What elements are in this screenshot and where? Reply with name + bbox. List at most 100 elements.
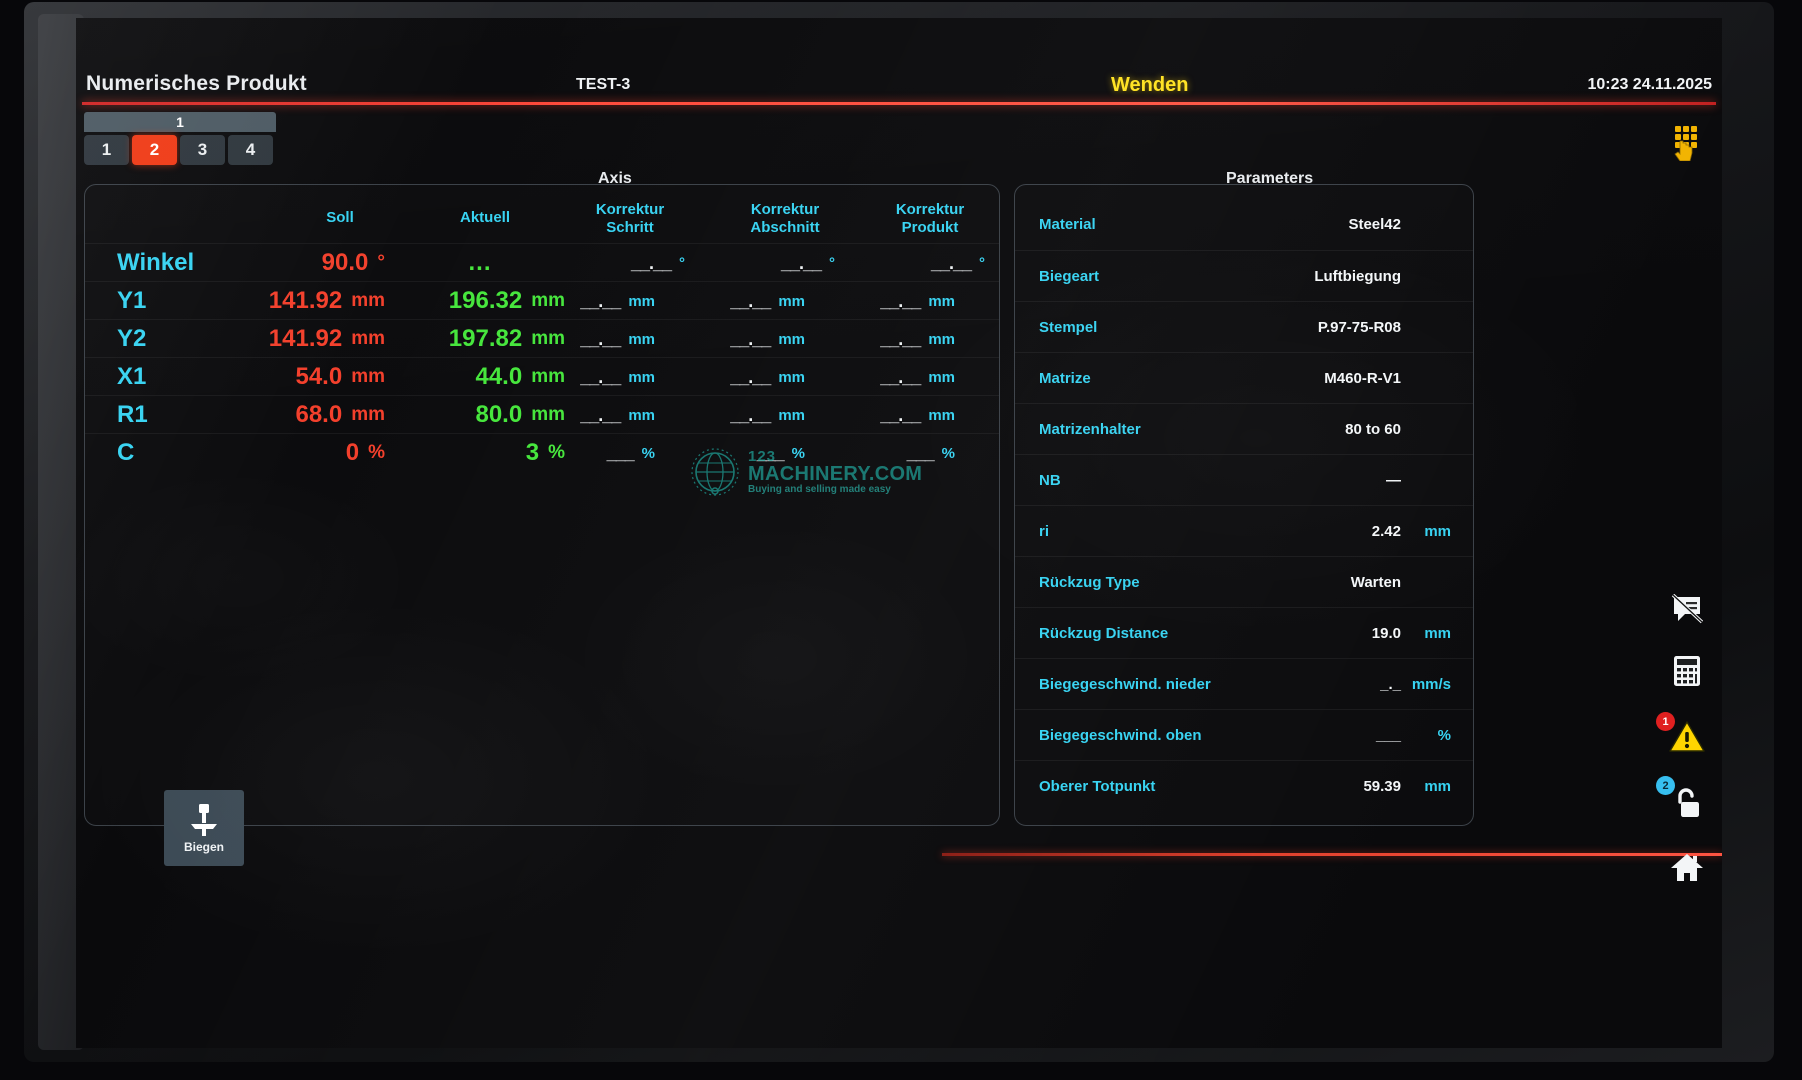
home-icon[interactable] bbox=[1666, 846, 1708, 888]
axis-panel-caption: Axis bbox=[598, 170, 632, 187]
korrektur-schritt-unit-winkel: ° bbox=[679, 254, 685, 272]
param-row-stempel[interactable]: Stempel P.97-75-R08 bbox=[1015, 301, 1473, 352]
param-row-biegegeschwind-oben[interactable]: Biegegeschwind. oben ___ % bbox=[1015, 709, 1473, 760]
press-brake-icon bbox=[191, 803, 217, 836]
korrektur-produkt-y1[interactable]: __.__ bbox=[880, 290, 921, 311]
korrektur-produkt-winkel[interactable]: __.__ bbox=[930, 252, 972, 273]
param-label-matrizenhalter: Matrizenhalter bbox=[1039, 420, 1141, 438]
korrektur-schritt-unit-y2: mm bbox=[628, 330, 655, 348]
korrektur-produkt-y2[interactable]: __.__ bbox=[880, 328, 921, 349]
step-tab-1[interactable]: 1 bbox=[84, 135, 129, 165]
axis-label-winkel: Winkel bbox=[117, 249, 195, 276]
param-row-material[interactable]: Material Steel42 bbox=[1015, 199, 1473, 250]
axis-table-panel: Soll Aktuell Korrektur Schritt Korrektur… bbox=[84, 184, 1000, 826]
korrektur-produkt-x1[interactable]: __.__ bbox=[880, 366, 921, 387]
korrektur-abschnitt-y1[interactable]: __.__ bbox=[730, 290, 771, 311]
param-label-oberer-totpunkt: Oberer Totpunkt bbox=[1039, 777, 1156, 795]
param-value-biegegeschwind-nieder: _._ bbox=[1380, 675, 1401, 693]
korrektur-schritt-y2[interactable]: __.__ bbox=[580, 328, 621, 349]
korrektur-schritt-y1[interactable]: __.__ bbox=[580, 290, 621, 311]
lock-badge-count: 2 bbox=[1656, 776, 1675, 795]
calculator-icon[interactable] bbox=[1666, 650, 1708, 692]
param-unit-ri: mm bbox=[1424, 522, 1451, 540]
korrektur-abschnitt-winkel[interactable]: __.__ bbox=[780, 252, 822, 273]
axis-row-y1[interactable]: Y1 141.92 mm 196.32 mm __.__ mm __.__ mm bbox=[85, 281, 999, 319]
korrektur-produkt-c[interactable]: ___ bbox=[906, 442, 935, 463]
aktuell-unit-y2: mm bbox=[531, 328, 565, 349]
axis-row-x1[interactable]: X1 54.0 mm 44.0 mm __.__ mm __.__ mm bbox=[85, 357, 999, 395]
step-tab-3[interactable]: 3 bbox=[180, 135, 225, 165]
warning-icon[interactable]: 1 bbox=[1656, 712, 1708, 758]
param-label-material: Material bbox=[1039, 216, 1096, 233]
korrektur-produkt-unit-y1: mm bbox=[928, 292, 955, 310]
param-row-matrizenhalter[interactable]: Matrizenhalter 80 to 60 bbox=[1015, 403, 1473, 454]
step-tab-4[interactable]: 4 bbox=[228, 135, 273, 165]
aktuell-unit-y1: mm bbox=[531, 290, 565, 311]
aktuell-value-c: 3 bbox=[525, 439, 540, 466]
page-title: Numerisches Produkt bbox=[86, 72, 307, 95]
step-tab-2[interactable]: 2 bbox=[132, 135, 177, 165]
korrektur-abschnitt-r1[interactable]: __.__ bbox=[730, 404, 771, 425]
step-tab-row: 1 2 3 4 bbox=[84, 135, 276, 165]
unlock-icon[interactable]: 2 bbox=[1656, 776, 1708, 824]
param-row-nb[interactable]: NB — bbox=[1015, 454, 1473, 505]
axis-label-y2: Y2 bbox=[117, 325, 147, 352]
param-value-material: Steel42 bbox=[1348, 216, 1401, 233]
korrektur-schritt-unit-r1: mm bbox=[628, 406, 655, 424]
korrektur-abschnitt-c[interactable]: ___ bbox=[756, 442, 785, 463]
column-header-aktuell: Aktuell bbox=[459, 209, 510, 226]
param-row-ruckzug-type[interactable]: Rückzug Type Warten bbox=[1015, 556, 1473, 607]
param-value-biegegeschwind-oben: ___ bbox=[1375, 726, 1401, 744]
axis-row-y2[interactable]: Y2 141.92 mm 197.82 mm __.__ mm __.__ mm bbox=[85, 319, 999, 357]
column-header-korrektur-schritt: Korrektur Schritt bbox=[595, 201, 665, 237]
korrektur-produkt-unit-c: % bbox=[941, 444, 955, 462]
title-bar: Numerisches Produkt TEST-3 Wenden 10:23 … bbox=[76, 72, 1722, 106]
param-row-biegegeschwind-nieder[interactable]: Biegegeschwind. nieder _._ mm/s bbox=[1015, 658, 1473, 709]
bend-button-label: Biegen bbox=[183, 839, 224, 854]
korrektur-abschnitt-x1[interactable]: __.__ bbox=[730, 366, 771, 387]
korrektur-abschnitt-unit-y2: mm bbox=[778, 330, 805, 348]
hmi-screen: Numerisches Produkt TEST-3 Wenden 10:23 … bbox=[76, 18, 1722, 1048]
axis-row-c[interactable]: C 0 % 3 % ___ % ___ % ___ bbox=[85, 433, 999, 471]
soll-value-y1: 141.92 bbox=[268, 287, 343, 314]
warning-badge-count: 1 bbox=[1656, 712, 1675, 731]
param-label-ruckzug-distance: Rückzug Distance bbox=[1039, 624, 1169, 642]
param-unit-biegegeschwind-nieder: mm/s bbox=[1411, 675, 1451, 693]
korrektur-schritt-r1[interactable]: __.__ bbox=[580, 404, 621, 425]
machine-mode-label: Wenden bbox=[1111, 74, 1189, 96]
aktuell-value-r1: 80.0 bbox=[475, 401, 523, 428]
aktuell-unit-x1: mm bbox=[531, 366, 565, 387]
axis-label-r1: R1 bbox=[117, 401, 148, 428]
korrektur-produkt-r1[interactable]: __.__ bbox=[880, 404, 921, 425]
axis-row-r1[interactable]: R1 68.0 mm 80.0 mm __.__ mm __.__ mm bbox=[85, 395, 999, 433]
note-disabled-icon[interactable] bbox=[1666, 588, 1708, 630]
param-row-ruckzug-distance[interactable]: Rückzug Distance 19.0 mm bbox=[1015, 607, 1473, 658]
param-value-matrize: M460-R-V1 bbox=[1324, 369, 1401, 387]
param-unit-oberer-totpunkt: mm bbox=[1424, 777, 1451, 795]
korrektur-schritt-x1[interactable]: __.__ bbox=[580, 366, 621, 387]
param-value-oberer-totpunkt: 59.39 bbox=[1363, 777, 1401, 795]
korrektur-schritt-c[interactable]: ___ bbox=[606, 442, 635, 463]
soll-unit-y1: mm bbox=[351, 290, 385, 311]
param-row-oberer-totpunkt[interactable]: Oberer Totpunkt 59.39 mm bbox=[1015, 760, 1473, 811]
axis-label-x1: X1 bbox=[117, 363, 147, 390]
column-header-korrektur-abschnitt: Korrektur Abschnitt bbox=[750, 201, 820, 237]
param-value-ruckzug-distance: 19.0 bbox=[1371, 624, 1401, 642]
axis-row-winkel[interactable]: Winkel 90.0 ° ... __.__ ° __.__ ° __.__ bbox=[85, 243, 999, 281]
keypad-hand-icon[interactable] bbox=[1666, 122, 1708, 164]
korrektur-abschnitt-y2[interactable]: __.__ bbox=[730, 328, 771, 349]
param-row-ri[interactable]: ri 2.42 mm bbox=[1015, 505, 1473, 556]
param-label-ruckzug-type: Rückzug Type bbox=[1039, 573, 1140, 591]
param-row-matrize[interactable]: Matrize M460-R-V1 bbox=[1015, 352, 1473, 403]
soll-unit-winkel: ° bbox=[377, 252, 385, 273]
param-label-ri: ri bbox=[1039, 522, 1050, 540]
step-group-label: 1 bbox=[84, 112, 276, 132]
bend-button[interactable]: Biegen bbox=[164, 790, 244, 866]
param-row-biegeart[interactable]: Biegeart Luftbiegung bbox=[1015, 250, 1473, 301]
param-unit-ruckzug-distance: mm bbox=[1424, 624, 1451, 642]
param-unit-biegegeschwind-oben: % bbox=[1437, 726, 1451, 744]
korrektur-produkt-unit-r1: mm bbox=[928, 406, 955, 424]
param-value-nb: — bbox=[1386, 471, 1401, 489]
korrektur-schritt-winkel[interactable]: __.__ bbox=[630, 252, 672, 273]
